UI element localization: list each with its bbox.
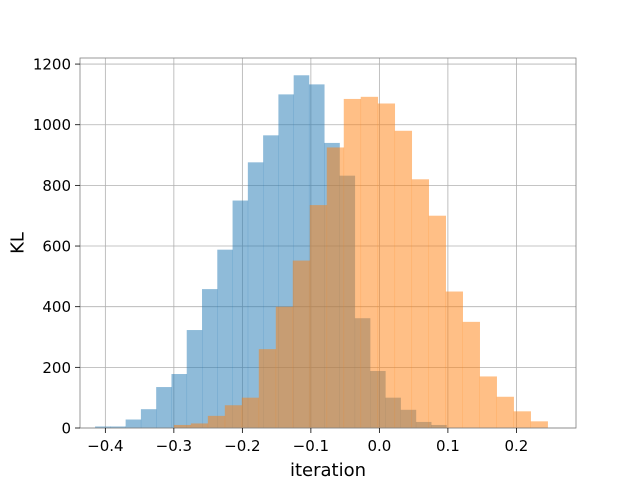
histogram-bar (171, 374, 188, 428)
y-tick-label: 1200 (33, 56, 71, 74)
histogram-bar (156, 387, 172, 428)
y-tick-label: 1000 (33, 116, 71, 134)
histogram-bar (173, 424, 192, 428)
histogram-bar (186, 330, 203, 428)
histogram-bar (292, 260, 311, 428)
histogram-bar (530, 421, 548, 428)
histogram-bar (232, 200, 249, 428)
histogram-bar (125, 419, 142, 428)
x-tick-label: −0.4 (87, 437, 123, 455)
histogram-bar (343, 98, 362, 428)
histogram-bar (462, 321, 480, 428)
histogram-bar (309, 205, 328, 428)
x-axis-ticks: −0.4 −0.3 −0.2 −0.1 0.0 0.1 0.2 (87, 428, 528, 455)
histogram-bar (360, 96, 379, 428)
histogram-bar (224, 405, 243, 428)
histogram-bar (217, 249, 233, 428)
histogram-bar (394, 130, 413, 429)
histogram-bar (411, 179, 430, 428)
histogram-bar (241, 397, 260, 428)
y-axis-ticks: 0 200 400 600 800 1000 1200 (33, 56, 80, 438)
y-tick-label: 600 (42, 238, 71, 256)
x-tick-label: −0.1 (293, 437, 329, 455)
histogram-bar (326, 147, 345, 428)
y-tick-label: 200 (42, 359, 71, 377)
y-axis-label: KL (7, 232, 28, 254)
x-tick-label: −0.3 (156, 437, 192, 455)
histogram-bar (377, 103, 396, 428)
x-tick-label: −0.2 (224, 437, 260, 455)
histogram-bar (445, 291, 463, 428)
histogram-bar (202, 289, 218, 428)
histogram-bar (140, 409, 157, 428)
histogram-bar (190, 423, 209, 428)
x-tick-label: 0.2 (504, 437, 528, 455)
histogram-bar (496, 396, 514, 428)
plot-frame (79, 57, 577, 429)
histogram-bar (207, 415, 226, 428)
histogram-bar (275, 306, 294, 428)
y-tick-label: 800 (42, 177, 71, 195)
y-tick-label: 0 (61, 420, 71, 438)
y-tick-label: 400 (42, 298, 71, 316)
histogram-bar (428, 215, 446, 428)
histogram-bar (479, 376, 497, 428)
histogram-bar (258, 349, 277, 428)
histogram-bar (95, 426, 111, 428)
series-2-bars (173, 96, 548, 429)
histogram-bar (513, 411, 531, 428)
histogram-bar (110, 426, 126, 428)
x-axis-label: iteration (290, 460, 366, 480)
x-tick-label: 0.1 (436, 437, 460, 455)
x-tick-label: 0.0 (367, 437, 391, 455)
